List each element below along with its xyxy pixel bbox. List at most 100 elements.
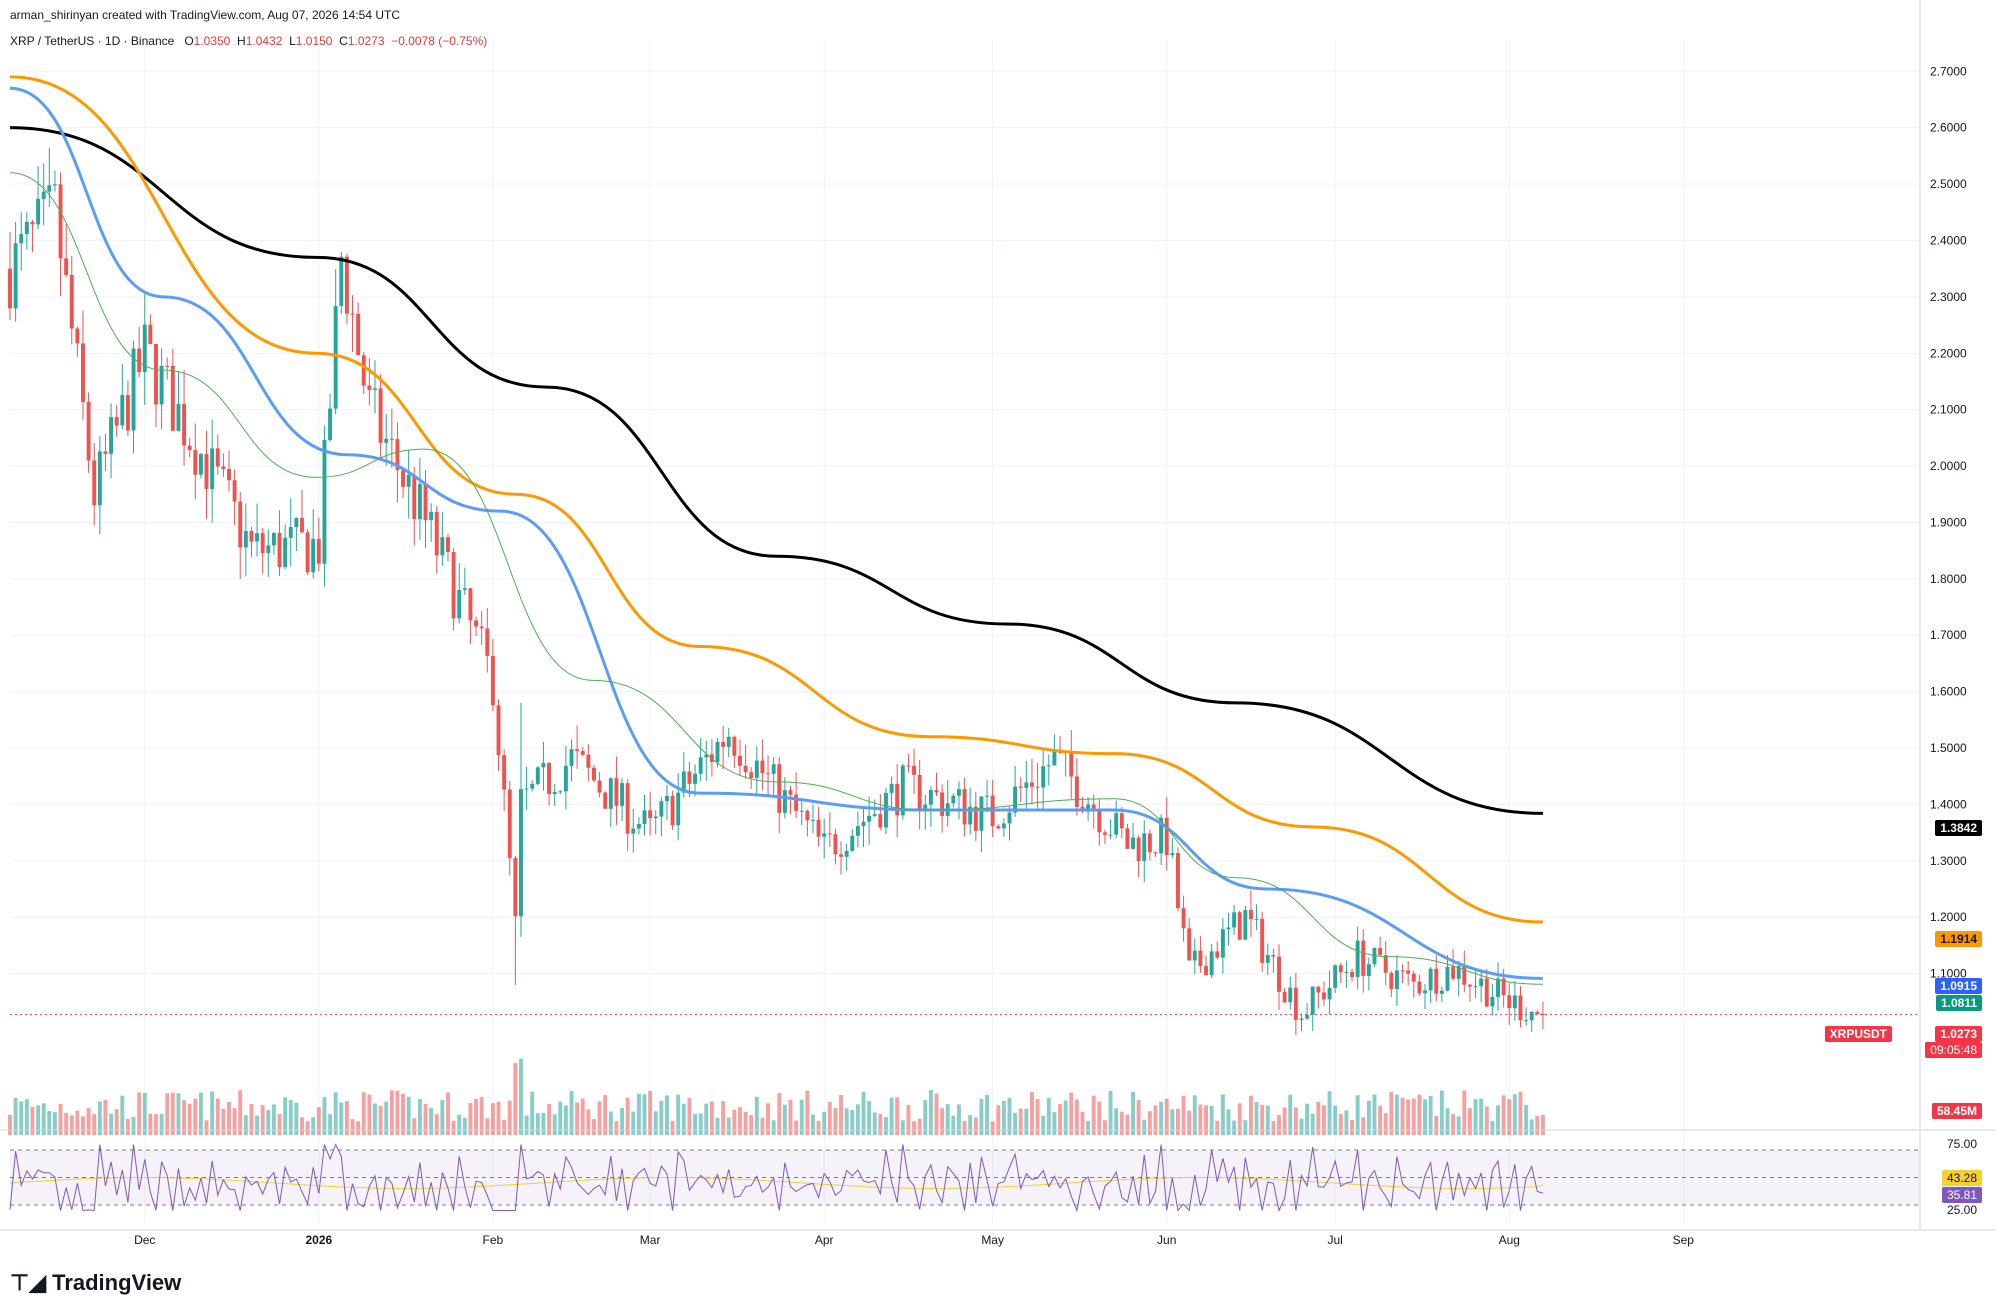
volume-bar [232,1108,237,1135]
candle-body [839,854,844,857]
volume-bar [120,1095,125,1135]
volume-bar [1074,1099,1079,1135]
candle-body [232,480,237,502]
candle-body [1467,984,1472,987]
candle-body [665,796,669,802]
candle-body [979,796,984,831]
symbol-title[interactable]: XRP / TetherUS · 1D · Binance [10,34,175,48]
volume-bar [1338,1113,1343,1135]
candle-body [30,221,35,225]
volume-bar [81,1116,85,1135]
time-label: Sep [1673,1233,1695,1247]
candle-body [973,806,978,831]
candle-body [1462,966,1467,985]
volume-bar [288,1100,293,1135]
time-label: Apr [815,1233,834,1247]
volume-bar [1316,1101,1321,1135]
volume-bar [715,1117,720,1135]
candle-body [1344,971,1349,973]
volume-bar [844,1108,849,1135]
candle-body [1041,766,1046,788]
volume-bar [1310,1113,1315,1135]
candle-body [1277,956,1281,992]
volume-bar [1119,1111,1124,1135]
candle-body [1490,996,1495,1007]
time-label: Mar [640,1233,661,1247]
volume-bar [395,1090,400,1135]
volume-bar [1063,1100,1068,1135]
candle-body [406,474,411,487]
candle-body [940,792,945,817]
candle-body [215,448,220,467]
candle-body [681,771,686,793]
candle-body [547,762,552,795]
volume-bar [47,1110,52,1135]
volume-bar [316,1107,321,1135]
candle-body [1417,981,1422,994]
candle-body [620,783,625,806]
candle-body [676,792,681,826]
candle-body [1136,837,1141,861]
candle-body [923,804,928,812]
volume-bar [1046,1097,1051,1135]
candle-body [552,791,557,795]
candle-body [446,537,450,553]
candle-body [1310,986,1315,1015]
candle-body [344,256,349,314]
volume-bar [979,1098,984,1135]
volume-bar [283,1097,288,1135]
candle-body [64,258,69,275]
volume-bar [1215,1120,1220,1135]
volume-bar [1018,1108,1023,1135]
volume-bar [530,1091,535,1135]
candle-body [704,754,709,758]
volume-bar [255,1115,260,1135]
candle-body [1305,1014,1310,1019]
candle-body [698,757,703,774]
candle-body [176,403,181,431]
volume-bar [1423,1099,1427,1135]
volume-bar [1198,1104,1203,1135]
candle-body [996,826,1001,829]
volume-bar [271,1104,276,1135]
grid [10,40,1920,1225]
volume-bar [1209,1105,1214,1135]
volume-bar [771,1120,776,1135]
candle-body [867,815,872,822]
rsi-tag: 35.81 [1941,1187,1982,1203]
candle-body [384,438,389,443]
volume-bar [1091,1095,1096,1135]
volume-bar [507,1100,512,1135]
tradingview-logo[interactable]: ⊤◢ TradingView [10,1270,182,1295]
candle-body [1024,782,1029,788]
volume-bar [401,1093,406,1135]
volume-bar [24,1099,29,1135]
volume-bar [1001,1100,1006,1135]
volume-bar [1406,1099,1411,1135]
volume-bar [1108,1090,1113,1135]
volume-bar [552,1114,557,1135]
volume-bar [659,1100,664,1135]
volume-bar [227,1101,231,1135]
candle-body [912,765,917,775]
candle-body [311,538,316,573]
candle-body [1248,910,1253,920]
candle-body [255,533,260,542]
volume-bar [176,1093,181,1135]
candle-body [339,256,344,306]
volume-bar [934,1093,939,1135]
volume-bar [378,1105,383,1135]
volume-bar [1445,1108,1450,1135]
volume-bar [1282,1107,1287,1135]
candle-body [356,313,361,356]
moving-average-line [9,75,1543,924]
volume-bar [738,1107,742,1135]
candle-body [1316,986,1321,993]
candle-body [1394,970,1399,990]
volume-bar [142,1092,147,1135]
volume-bar [137,1092,142,1135]
price-tick: 2.7000 [1930,64,1967,78]
candle-body [844,850,849,857]
volume-bar [1248,1095,1253,1135]
